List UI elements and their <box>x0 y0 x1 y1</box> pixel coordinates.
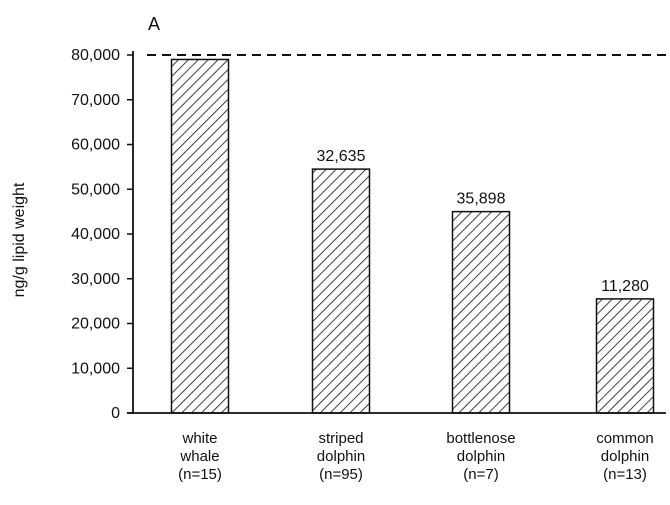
bar-3 <box>595 298 655 414</box>
x-category-label: striped dolphin (n=95) <box>317 430 365 483</box>
bar-0 <box>170 58 230 414</box>
y-tick-label: 80,000 <box>71 47 120 64</box>
data-label: 11,280 <box>601 278 649 295</box>
y-axis-title: ng/g lipid weight <box>11 182 28 297</box>
y-tick-label: 10,000 <box>71 360 120 377</box>
y-tick-label: 60,000 <box>71 137 120 154</box>
panel-label: A <box>148 14 160 34</box>
y-tick-label: 40,000 <box>71 226 120 243</box>
y-tick-label: 20,000 <box>71 316 120 333</box>
data-label: 32,635 <box>317 148 366 165</box>
x-category-label: white whale (n=15) <box>178 430 222 483</box>
y-tick-label: 70,000 <box>71 92 120 109</box>
y-tick-label: 50,000 <box>71 181 120 198</box>
bar-2 <box>451 210 511 414</box>
y-tick-label: 0 <box>111 405 120 422</box>
data-label: 35,898 <box>457 191 506 208</box>
bar-1 <box>311 168 371 414</box>
x-category-label: common dolphin (n=13) <box>596 430 654 483</box>
x-category-label: bottlenose dolphin (n=7) <box>446 430 515 483</box>
y-tick-label: 30,000 <box>71 271 120 288</box>
